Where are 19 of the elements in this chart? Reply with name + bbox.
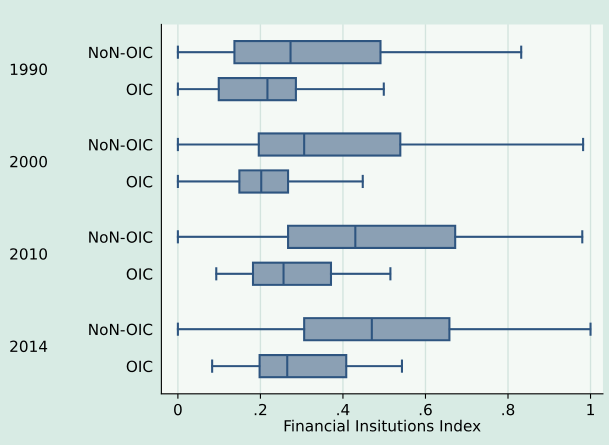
- text: 2014: [10, 340, 48, 352]
- y-tick-label: OIC: [126, 360, 152, 372]
- y-tick-label: OIC: [126, 268, 152, 280]
- text: 1990: [10, 64, 47, 76]
- x-tick-label: 1: [587, 404, 594, 416]
- x-tick-label: .8: [502, 404, 514, 416]
- x-tick-label: 0: [174, 404, 182, 416]
- x-tick-label: .2: [254, 404, 266, 416]
- text: 2010: [10, 248, 47, 260]
- x-tick-label: .6: [420, 404, 432, 416]
- y-tick-label: NoN-OIC: [89, 231, 152, 243]
- x-tick-label: .4: [337, 404, 350, 416]
- x-axis-title: Financial Insitutions Index: [284, 420, 481, 432]
- y-tick-label: NoN-OIC: [89, 324, 152, 336]
- y-tick-label: OIC: [126, 176, 152, 188]
- y-tick-label: NoN-OIC: [89, 138, 152, 151]
- y-tick-label: NoN-OIC: [89, 46, 152, 58]
- text: 2000: [10, 156, 47, 168]
- y-tick-label: OIC: [126, 84, 152, 96]
